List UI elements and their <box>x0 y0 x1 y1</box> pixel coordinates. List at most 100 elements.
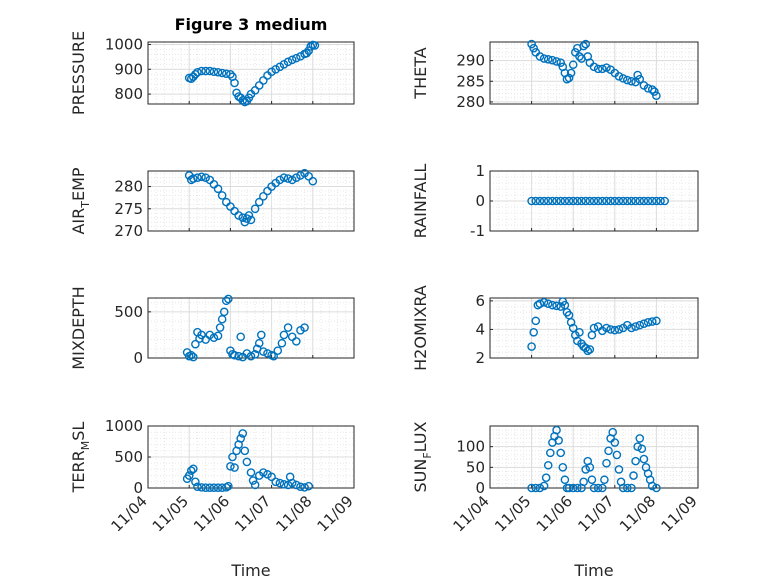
data-point <box>219 307 229 317</box>
data-point <box>585 196 595 206</box>
data-point <box>201 483 210 492</box>
data-point <box>242 457 252 467</box>
x-tick-label: 11/06 <box>190 492 233 535</box>
data-point <box>631 196 640 206</box>
y-tick-label: 100 <box>456 438 485 456</box>
data-point <box>230 350 239 360</box>
subplot-h2omixra: 2 4 6 H2OMIXRA <box>411 285 699 371</box>
y-tick-label: 1 <box>475 162 485 180</box>
data-point <box>554 436 563 445</box>
data-point <box>213 184 223 194</box>
data-point <box>608 427 618 437</box>
data-point <box>254 197 264 207</box>
y-tick-label: 500 <box>114 303 143 321</box>
data-point <box>635 74 645 84</box>
data-point <box>593 196 603 206</box>
x-tick-label: 11/09 <box>658 492 701 535</box>
data-point <box>184 471 194 480</box>
x-tick-label: 11/05 <box>491 492 534 535</box>
y-tick-label: 50 <box>466 458 485 476</box>
data-point <box>197 483 206 492</box>
data-point <box>254 81 264 90</box>
data-point <box>193 482 202 492</box>
data-point <box>581 196 590 206</box>
data-point <box>635 434 645 443</box>
data-point <box>564 196 574 206</box>
subplot-pressure: 800 900 1000 PRESSURE <box>69 31 355 115</box>
data-point <box>585 463 595 472</box>
data-point <box>230 463 239 472</box>
data-point <box>622 483 632 493</box>
data-point <box>610 438 620 447</box>
data-point <box>639 196 649 206</box>
data-point <box>191 339 200 349</box>
data-point <box>631 322 640 331</box>
data-point <box>633 70 642 80</box>
data-point <box>573 483 582 493</box>
data-point <box>660 196 670 206</box>
data-point <box>633 442 642 451</box>
data-point <box>529 327 538 337</box>
data-point <box>246 468 256 477</box>
data-point <box>566 68 576 78</box>
y-tick-label: 0 <box>475 479 485 497</box>
data-point <box>535 483 545 493</box>
data-point <box>564 483 574 493</box>
data-point <box>627 323 636 333</box>
data-point <box>602 196 611 206</box>
plot-area <box>490 42 698 104</box>
x-tick-label: 11/04 <box>108 492 151 535</box>
x-tick-label: 11/08 <box>272 492 315 535</box>
data-point <box>618 196 628 206</box>
x-tick-label: 11/05 <box>149 492 192 535</box>
subplot-mixdepth: 0 500 MIXDEPTH <box>69 286 355 370</box>
data-point <box>575 52 584 61</box>
data-point <box>213 67 223 77</box>
data-point <box>541 473 551 482</box>
plot-area <box>148 171 354 231</box>
y-tick-label: 2 <box>475 349 485 367</box>
data-point <box>579 477 588 487</box>
y-tick-label: 500 <box>114 448 143 466</box>
data-point <box>221 296 231 306</box>
data-point <box>209 67 219 77</box>
data-point <box>604 446 613 456</box>
data-point <box>300 483 309 492</box>
y-tick-label: 280 <box>456 93 485 111</box>
y-tick-label: 4 <box>475 320 485 338</box>
data-point <box>236 332 245 342</box>
data-point <box>627 76 636 86</box>
y-tick-label: 270 <box>114 222 143 240</box>
y-tick-label: 0 <box>133 349 143 367</box>
data-point <box>581 39 590 49</box>
data-point <box>236 434 245 443</box>
data-point <box>267 472 276 482</box>
data-point <box>283 480 293 490</box>
y-tick-label: 290 <box>456 52 485 70</box>
data-point <box>287 55 297 65</box>
data-point <box>543 299 553 309</box>
data-point <box>552 196 561 206</box>
data-point <box>238 429 248 438</box>
data-point <box>556 448 566 458</box>
data-point <box>606 196 615 206</box>
data-point <box>652 316 661 326</box>
y-tick-label: 0 <box>133 479 143 497</box>
data-point <box>643 196 653 206</box>
data-point <box>566 317 576 327</box>
data-point <box>548 55 557 65</box>
data-point <box>197 172 206 182</box>
data-point <box>259 76 268 85</box>
data-point <box>602 323 611 333</box>
y-tick-label: 285 <box>456 72 485 90</box>
data-point <box>189 352 198 362</box>
data-point <box>240 446 250 456</box>
data-point <box>300 323 309 332</box>
axes-box <box>147 170 355 232</box>
y-axis-label: RAINFALL <box>411 164 430 239</box>
data-point <box>531 483 541 493</box>
data-point <box>193 173 202 182</box>
axes-box <box>489 41 699 105</box>
